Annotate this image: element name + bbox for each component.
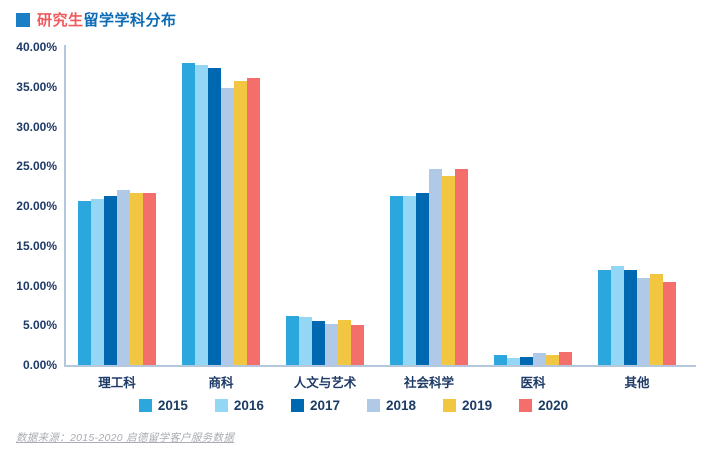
- category-label: 商科: [208, 376, 234, 390]
- bar-2018: [637, 277, 650, 365]
- x-axis-line: [64, 365, 696, 367]
- category-label: 其他: [624, 376, 650, 390]
- bar-2018: [429, 169, 442, 365]
- bar-2019: [338, 320, 351, 365]
- bar-group-4: [390, 47, 468, 365]
- bar-2019: [130, 192, 143, 365]
- bar-2016: [403, 195, 416, 365]
- bar-2015: [390, 196, 403, 365]
- legend-swatch-icon: [367, 399, 380, 412]
- bar-2018: [325, 323, 338, 365]
- bar-plot-area: [66, 47, 692, 365]
- y-tick-label: 10.00%: [16, 278, 57, 293]
- y-axis-line: [64, 45, 66, 367]
- bar-2018: [221, 87, 234, 365]
- legend-label: 2018: [386, 398, 417, 413]
- legend-swatch-icon: [214, 399, 228, 412]
- y-tick-label: 30.00%: [16, 119, 57, 134]
- bar-2015: [598, 269, 611, 365]
- bar-2019: [442, 175, 455, 365]
- title-bullet-icon: [16, 12, 30, 27]
- bar-2016: [195, 65, 208, 365]
- bar-2020: [143, 192, 156, 365]
- bar-group-2: [182, 47, 260, 365]
- category-label: 社会科学: [403, 376, 454, 390]
- bar-2020: [247, 78, 260, 365]
- chart-title-prefix: 研究生: [37, 12, 84, 29]
- bar-2020: [663, 282, 676, 365]
- bar-2015: [182, 62, 195, 365]
- legend-label: 2019: [462, 398, 493, 413]
- category-label: 医科: [520, 376, 546, 390]
- legend-item-2015: 2015: [138, 398, 188, 413]
- bar-2019: [546, 354, 559, 365]
- legend-item-2019: 2019: [443, 398, 492, 413]
- legend-item-2018: 2018: [367, 398, 416, 413]
- legend-swatch-icon: [443, 399, 457, 412]
- legend-item-2017: 2017: [290, 398, 340, 413]
- y-tick-label: 5.00%: [22, 318, 57, 333]
- legend-label: 2016: [233, 398, 264, 413]
- bar-2015: [494, 354, 507, 365]
- chart-title: 研究生留学学科分布: [16, 9, 177, 30]
- chart-legend: 2015 2016 2017 2018 2019 2020: [0, 398, 707, 413]
- bar-2017: [416, 192, 429, 365]
- y-tick-label: 15.00%: [16, 238, 57, 253]
- category-label: 人文与艺术: [293, 376, 357, 390]
- bar-2017: [312, 321, 325, 365]
- y-tick-label: 35.00%: [16, 79, 57, 94]
- chart-title-rest: 留学学科分布: [83, 12, 177, 29]
- legend-label: 2015: [157, 398, 188, 413]
- bar-2016: [611, 266, 624, 365]
- x-axis-category-labels: 理工科 商科 人文与艺术 社会科学 医科 其他: [66, 372, 692, 391]
- bar-group-1: [78, 47, 156, 365]
- chart-title-text: 研究生留学学科分布: [37, 9, 177, 30]
- bar-2020: [351, 325, 364, 365]
- legend-label: 2017: [309, 398, 340, 413]
- legend-swatch-icon: [290, 399, 304, 412]
- y-tick-label: 40.00%: [16, 40, 57, 54]
- bar-2016: [507, 357, 520, 365]
- bar-group-6: [598, 47, 676, 365]
- data-source-note: 数据来源：2015-2020 启德留学客户服务数据: [16, 432, 235, 444]
- bar-2019: [234, 81, 247, 365]
- y-tick-label: 0.00%: [22, 358, 57, 372]
- bar-2016: [91, 198, 104, 365]
- bar-2017: [208, 68, 221, 365]
- category-label: 理工科: [98, 376, 136, 390]
- bar-2019: [650, 273, 663, 365]
- bar-2017: [624, 270, 637, 365]
- bar-2018: [533, 353, 546, 365]
- bar-2020: [559, 352, 572, 365]
- legend-swatch-icon: [519, 399, 533, 412]
- legend-item-2020: 2020: [519, 398, 568, 413]
- bar-2017: [104, 195, 117, 365]
- legend-label: 2020: [538, 398, 569, 413]
- bar-2020: [455, 168, 468, 365]
- y-tick-label: 20.00%: [16, 199, 57, 213]
- bar-group-3: [286, 47, 364, 365]
- bar-2018: [117, 190, 130, 365]
- bar-2017: [520, 357, 533, 365]
- legend-item-2016: 2016: [214, 398, 264, 413]
- bar-2015: [286, 315, 299, 365]
- bar-2015: [78, 201, 91, 365]
- bar-group-5: [494, 47, 572, 365]
- bar-2016: [299, 316, 312, 365]
- legend-swatch-icon: [138, 399, 152, 412]
- y-tick-label: 25.00%: [16, 159, 57, 174]
